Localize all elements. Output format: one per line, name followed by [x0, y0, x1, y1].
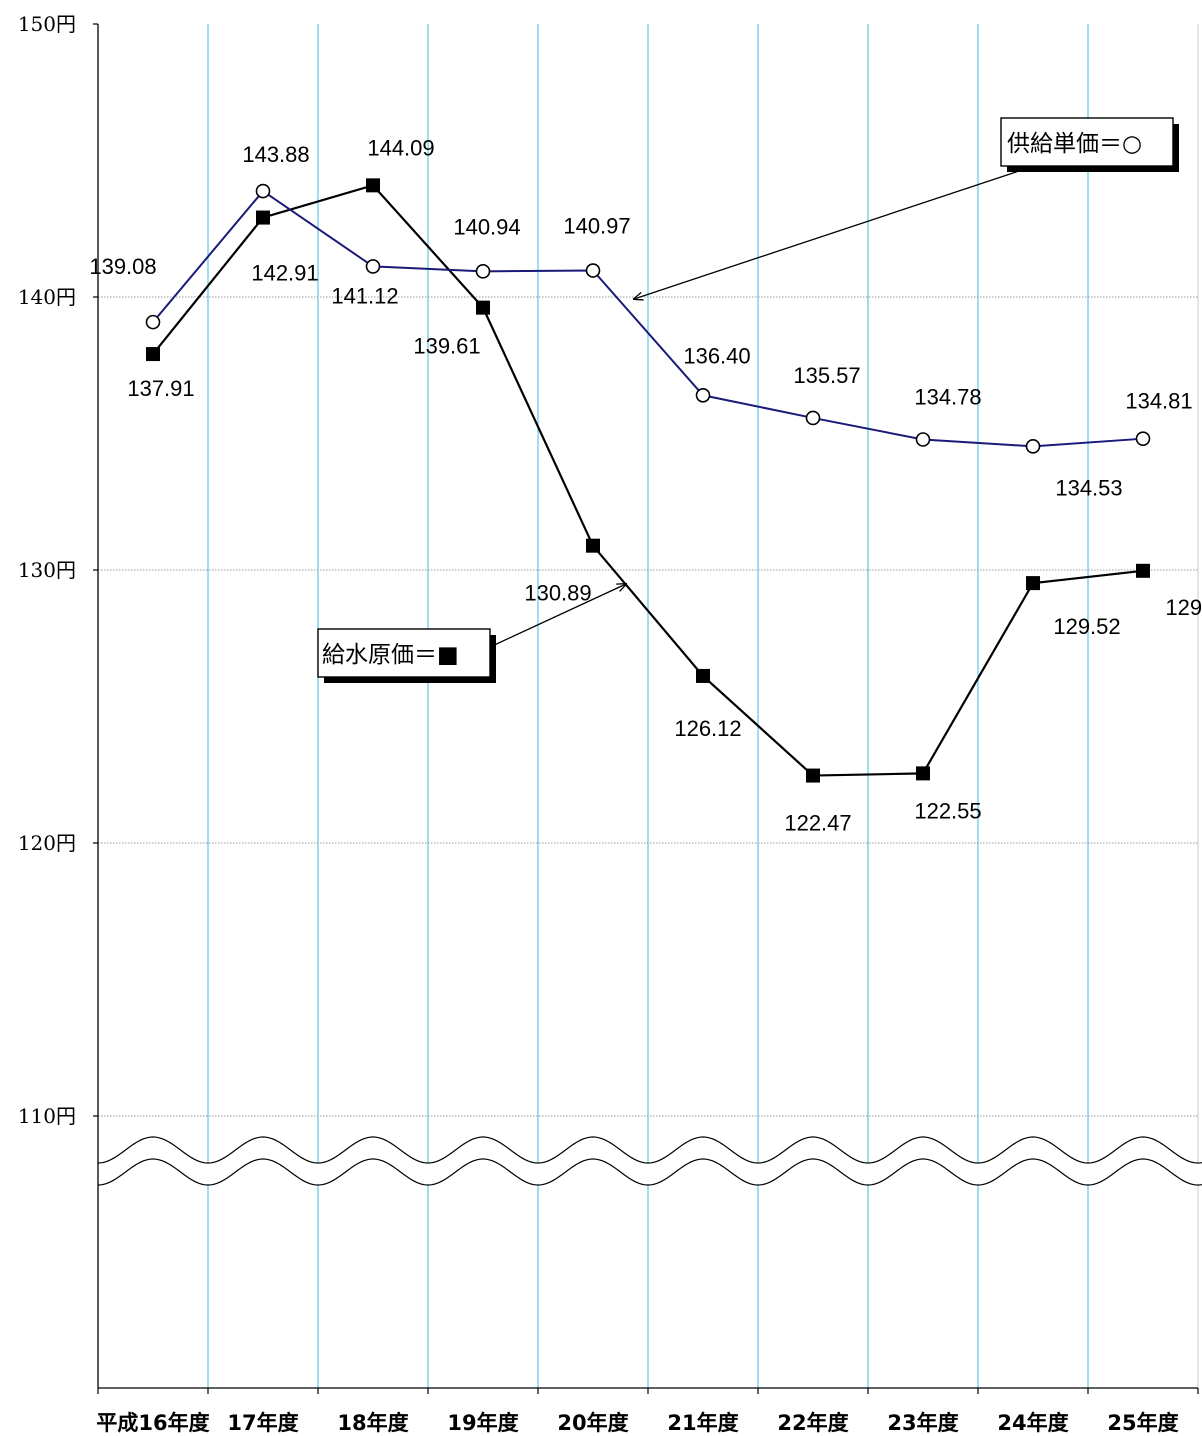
series-line-cost [152, 184, 1144, 777]
data-label-cost: 129.97 [1165, 595, 1202, 620]
y-tick-label: 150円 [18, 12, 76, 36]
y-tick-label: 110円 [18, 1104, 76, 1128]
point-cost [1136, 563, 1150, 578]
x-tick-label: 23年度 [887, 1411, 958, 1435]
data-label-cost: 126.12 [674, 716, 741, 741]
point-cost [366, 178, 380, 193]
point-supply [145, 314, 161, 330]
y-tick-label: 120円 [18, 831, 76, 855]
data-label-cost: 144.09 [367, 135, 434, 160]
x-tick-label: 20年度 [557, 1411, 628, 1435]
axis-break-wave-upper [97, 1136, 1202, 1164]
point-supply [805, 410, 821, 426]
point-supply [695, 387, 711, 403]
data-label-supply: 140.97 [563, 214, 630, 239]
x-tick-label: 24年度 [997, 1411, 1068, 1435]
data-label-supply: 140.94 [453, 214, 520, 239]
x-tick-label: 17年度 [227, 1411, 298, 1435]
data-label-supply: 134.81 [1125, 389, 1192, 414]
point-supply [1025, 439, 1041, 454]
point-cost [146, 347, 160, 362]
point-cost [806, 768, 820, 783]
data-label-supply: 134.53 [1055, 475, 1122, 500]
point-cost [476, 300, 490, 315]
axis-break-gap [98, 1137, 1202, 1185]
y-tick-label: 130円 [18, 558, 76, 582]
data-label-cost: 139.61 [413, 334, 480, 359]
legend-supply-box [1000, 117, 1174, 167]
y-tick-label: 140円 [18, 285, 76, 309]
x-tick-label: 21年度 [667, 1411, 738, 1435]
point-supply [365, 259, 381, 274]
point-supply [255, 183, 271, 199]
legend-cost-arrow [489, 584, 626, 648]
x-tick-label: 22年度 [777, 1411, 848, 1435]
point-supply [1135, 431, 1151, 446]
data-label-cost: 137.91 [127, 376, 194, 401]
point-cost [586, 538, 600, 553]
axis-break-wave-lower [97, 1158, 1202, 1186]
point-cost [1026, 576, 1040, 591]
data-label-cost: 129.52 [1053, 614, 1120, 639]
data-label-cost: 122.55 [914, 798, 981, 823]
x-tick-label: 25年度 [1107, 1411, 1178, 1435]
data-label-supply: 134.78 [914, 385, 981, 410]
point-supply [585, 263, 601, 278]
data-label-supply: 135.57 [793, 363, 860, 388]
data-label-cost: 130.89 [524, 581, 591, 606]
x-tick-label: 平成16年度 [96, 1411, 209, 1435]
data-label-supply: 139.08 [89, 254, 156, 279]
x-tick-label: 18年度 [337, 1411, 408, 1435]
data-label-supply: 143.88 [242, 142, 309, 167]
legend-supply-arrow [634, 167, 1029, 299]
point-cost [696, 668, 710, 683]
data-label-supply: 141.12 [331, 283, 398, 308]
data-label-supply: 136.40 [683, 343, 750, 368]
legend-supply-label: 供給単価＝○ [1007, 131, 1142, 157]
point-supply [475, 264, 491, 279]
point-cost [256, 210, 270, 225]
point-supply [915, 432, 931, 447]
data-label-cost: 142.91 [251, 261, 318, 286]
legend-cost-box [317, 628, 491, 678]
data-label-cost: 122.47 [784, 811, 851, 836]
point-cost [916, 766, 930, 781]
x-tick-label: 19年度 [447, 1411, 518, 1435]
legend-cost-label: 給水原価＝■ [322, 642, 459, 668]
series-line-supply [152, 189, 1144, 448]
